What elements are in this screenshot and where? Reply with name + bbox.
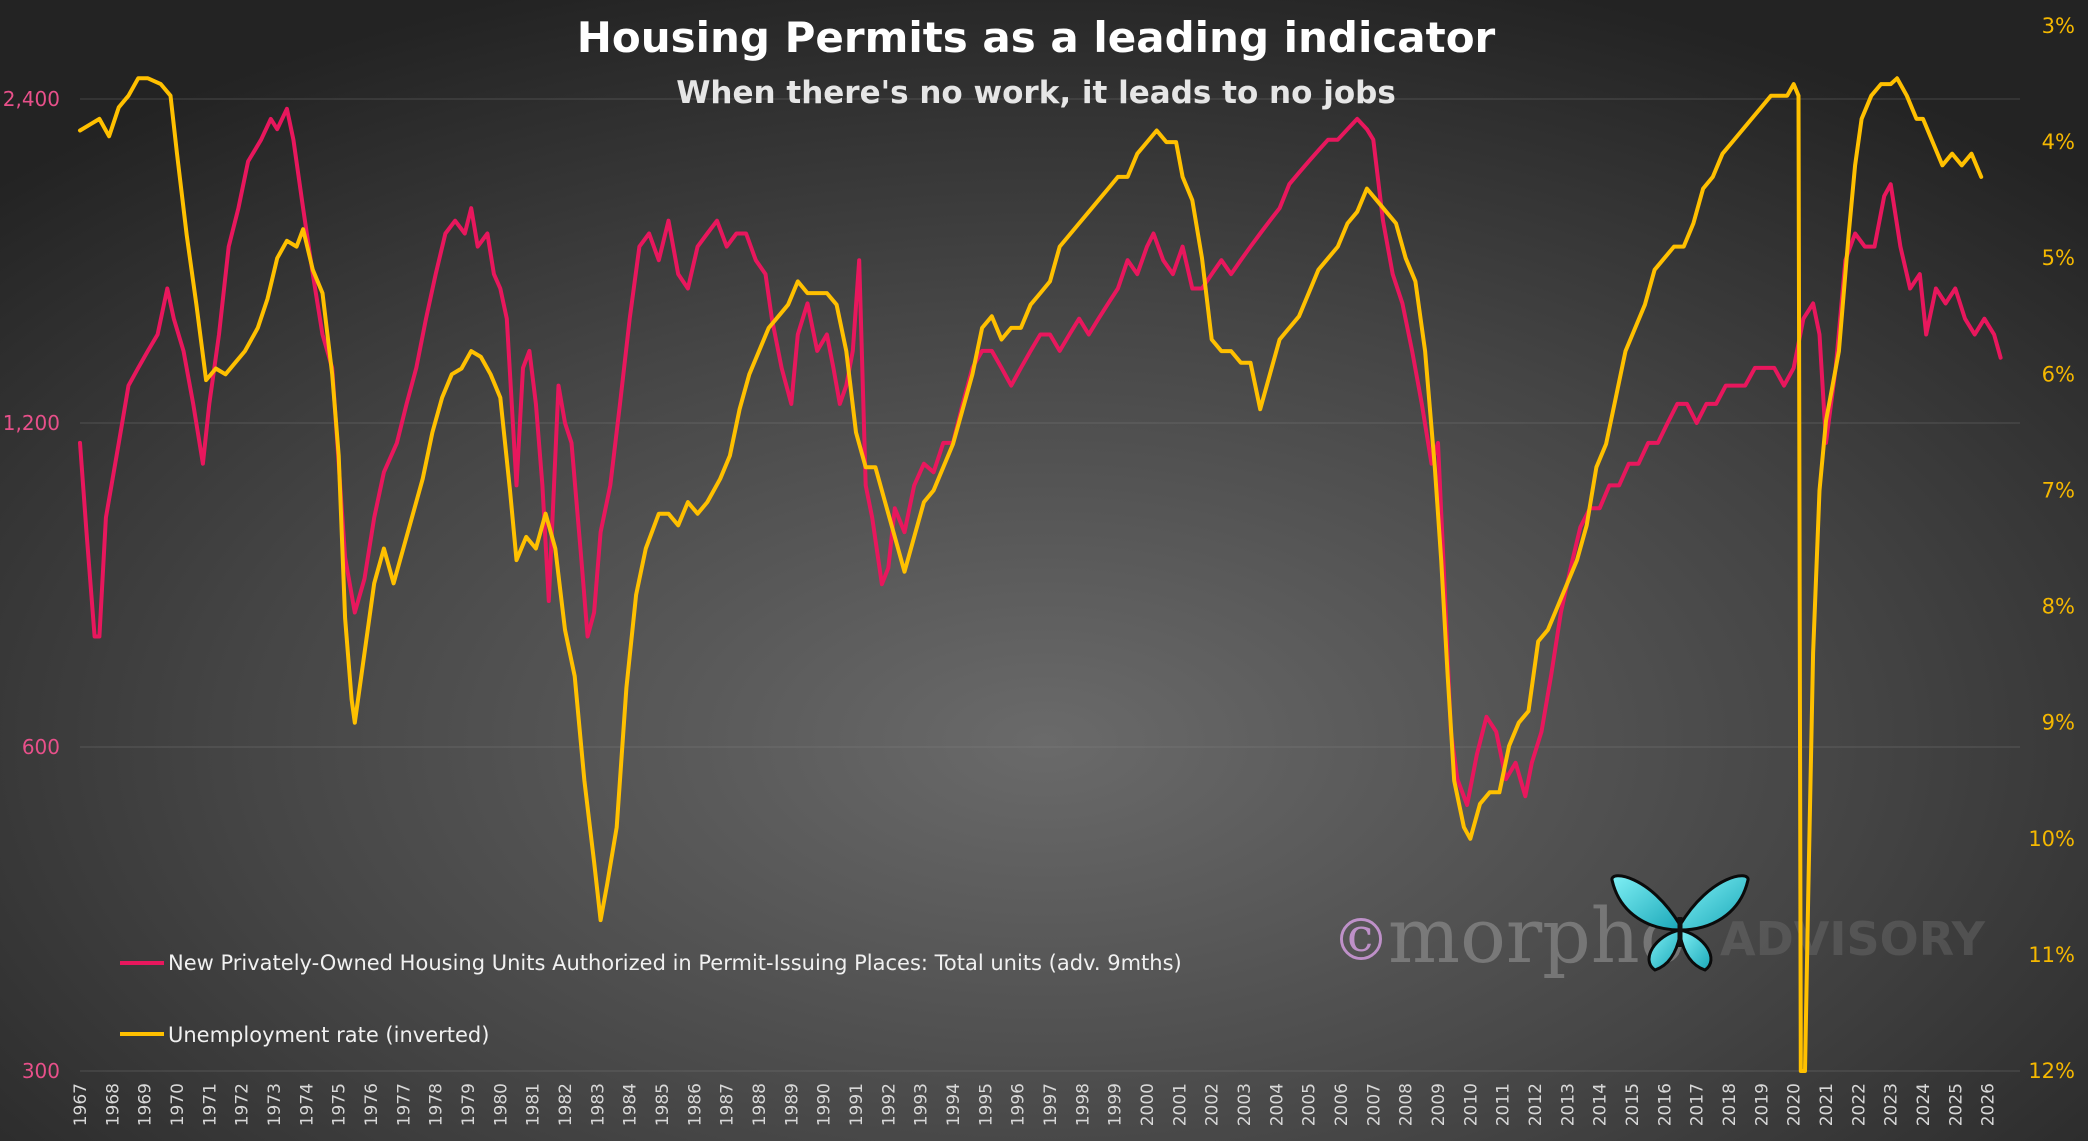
x-tick-label: 2011 [1494, 1083, 1514, 1126]
x-tick-label: 1982 [556, 1083, 576, 1126]
x-tick-label: 2022 [1849, 1083, 1869, 1126]
watermark-brand-right: ADVISORY [1720, 912, 1986, 966]
x-tick-label: 1972 [233, 1083, 253, 1126]
right-axis: 3% 4% 5% 6% 7% 8% 9% 10% 11% 12% [2028, 14, 2075, 1083]
x-tick-label: 2004 [1267, 1083, 1287, 1126]
x-tick-label: 1980 [491, 1083, 511, 1126]
x-tick-label: 1974 [297, 1083, 317, 1126]
left-tick-label: 300 [22, 1059, 60, 1083]
x-tick-label: 2001 [1170, 1083, 1190, 1126]
x-tick-label: 1970 [168, 1083, 188, 1126]
x-tick-label: 2010 [1461, 1083, 1481, 1126]
x-tick-label: 2015 [1623, 1083, 1643, 1126]
watermark-copyright: © [1332, 906, 1390, 974]
watermark: © morpho ADVISORY [1332, 874, 1986, 980]
x-tick-label: 1981 [524, 1083, 544, 1126]
left-tick-label: 1,200 [3, 411, 60, 435]
x-tick-label: 1973 [265, 1083, 285, 1126]
butterfly-icon [1610, 874, 1750, 972]
x-tick-label: 1967 [71, 1083, 91, 1126]
series-layer [78, 76, 2003, 1073]
x-tick-label: 2026 [1979, 1083, 1999, 1126]
x-axis: 1967 1968 1969 1970 1971 1972 1973 1974 1975 1976… [71, 1083, 1999, 1126]
x-tick-label: 1968 [103, 1083, 123, 1126]
x-tick-label: 2014 [1591, 1083, 1611, 1126]
x-tick-label: 2016 [1655, 1083, 1675, 1126]
x-tick-label: 1988 [750, 1083, 770, 1126]
right-tick-label: 12% [2028, 1059, 2075, 1083]
x-tick-label: 1983 [588, 1083, 608, 1126]
series-line-housing-permits [78, 106, 2003, 807]
right-tick-label: 7% [2042, 478, 2075, 502]
x-tick-label: 1977 [394, 1083, 414, 1126]
x-tick-label: 2019 [1752, 1083, 1772, 1126]
x-tick-label: 1985 [653, 1083, 673, 1126]
x-tick-label: 1996 [1009, 1083, 1029, 1126]
left-tick-label: 600 [22, 735, 60, 759]
x-tick-label: 1987 [718, 1083, 738, 1126]
x-tick-label: 1975 [330, 1083, 350, 1126]
x-tick-label: 2000 [1138, 1083, 1158, 1126]
x-tick-label: 1997 [1041, 1083, 1061, 1126]
right-tick-label: 8% [2042, 595, 2075, 619]
x-tick-label: 1993 [912, 1083, 932, 1126]
x-tick-label: 1995 [976, 1083, 996, 1126]
x-tick-label: 2023 [1882, 1083, 1902, 1126]
x-tick-label: 2017 [1688, 1083, 1708, 1126]
x-tick-label: 1978 [427, 1083, 447, 1126]
right-tick-label: 11% [2028, 943, 2075, 967]
legend: New Privately-Owned Housing Units Author… [120, 951, 1182, 1047]
x-tick-label: 1992 [879, 1083, 899, 1126]
right-tick-label: 6% [2042, 362, 2075, 386]
right-tick-label: 5% [2042, 246, 2075, 270]
series-line-unemployment [78, 76, 1984, 1073]
legend-label-unemployment: Unemployment rate (inverted) [168, 1023, 489, 1047]
x-tick-label: 1998 [1073, 1083, 1093, 1126]
x-tick-label: 2009 [1429, 1083, 1449, 1126]
x-tick-label: 1976 [362, 1083, 382, 1126]
x-tick-label: 2018 [1720, 1083, 1740, 1126]
x-tick-label: 2021 [1817, 1083, 1837, 1126]
x-tick-label: 1969 [136, 1083, 156, 1126]
x-tick-label: 2003 [1235, 1083, 1255, 1126]
right-tick-label: 9% [2042, 711, 2075, 735]
legend-label-permits: New Privately-Owned Housing Units Author… [168, 951, 1182, 975]
right-tick-label: 4% [2042, 130, 2075, 154]
left-axis: 2,400 1,200 600 300 [3, 87, 60, 1083]
x-tick-label: 1990 [815, 1083, 835, 1126]
right-tick-label: 10% [2028, 827, 2075, 851]
x-tick-label: 2024 [1914, 1083, 1934, 1126]
x-tick-label: 1971 [200, 1083, 220, 1126]
x-tick-label: 1994 [944, 1083, 964, 1126]
x-tick-label: 2002 [1203, 1083, 1223, 1126]
x-tick-label: 1999 [1106, 1083, 1126, 1126]
chart-subtitle: When there's no work, it leads to no job… [676, 75, 1396, 111]
right-tick-label: 3% [2042, 14, 2075, 38]
left-tick-label: 2,400 [3, 87, 60, 111]
chart-title: Housing Permits as a leading indicator [577, 13, 1496, 62]
x-tick-label: 2005 [1300, 1083, 1320, 1126]
x-tick-label: 1991 [847, 1083, 867, 1126]
x-tick-label: 1979 [459, 1083, 479, 1126]
x-tick-label: 2007 [1364, 1083, 1384, 1126]
x-tick-label: 1989 [782, 1083, 802, 1126]
x-tick-label: 2012 [1526, 1083, 1546, 1126]
x-tick-label: 2013 [1558, 1083, 1578, 1126]
x-tick-label: 2025 [1946, 1083, 1966, 1126]
x-tick-label: 2006 [1332, 1083, 1352, 1126]
x-tick-label: 2008 [1397, 1083, 1417, 1126]
x-tick-label: 1986 [685, 1083, 705, 1126]
x-tick-label: 1984 [621, 1083, 641, 1126]
x-tick-label: 2020 [1785, 1083, 1805, 1126]
